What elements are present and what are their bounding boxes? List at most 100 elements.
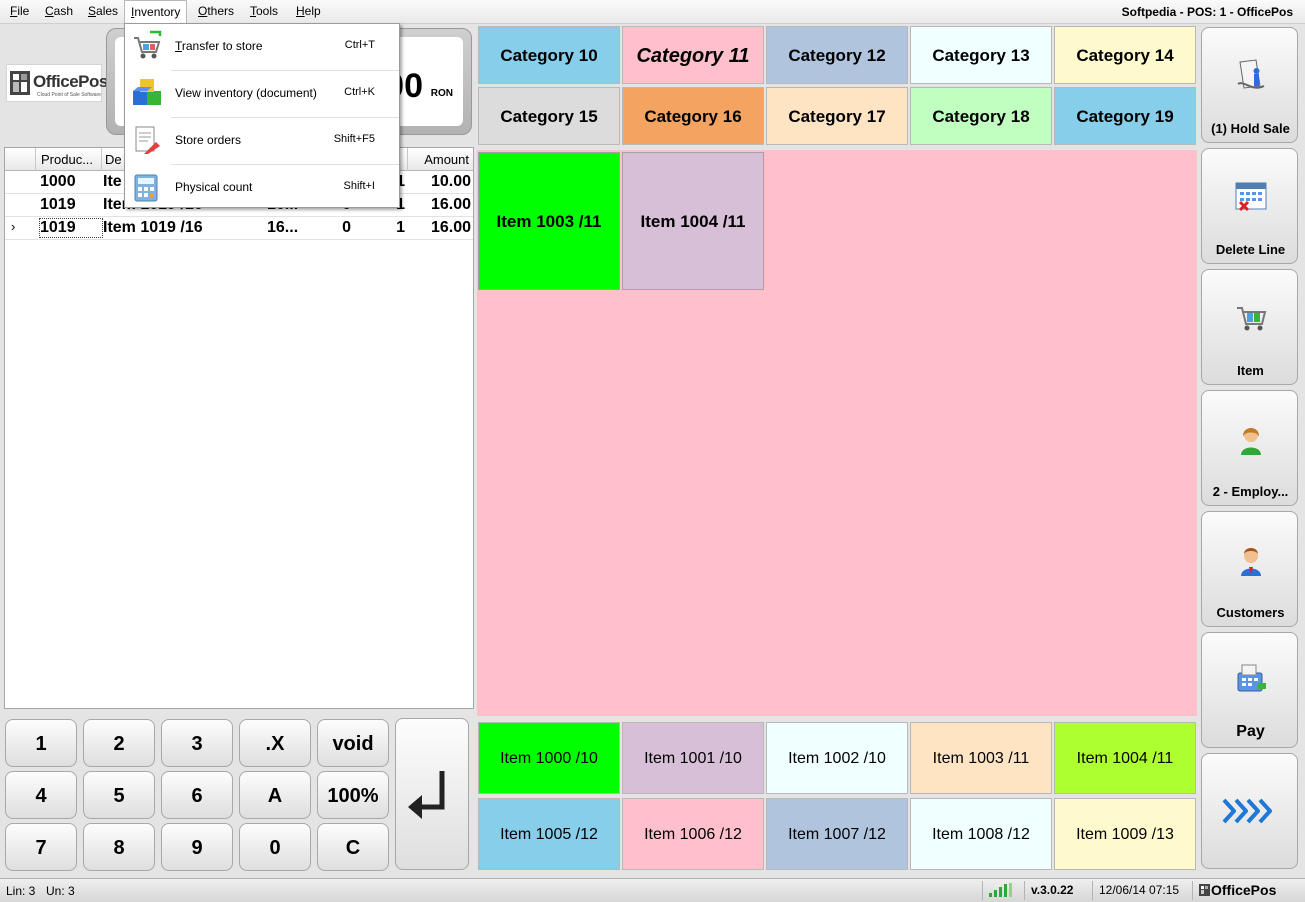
category-button[interactable]: Category 18 (910, 87, 1052, 145)
favorite-item-button[interactable]: Item 1005 /12 (478, 798, 620, 870)
menu-bar: File Cash Sales Inventory Others Tools H… (0, 0, 1305, 24)
menu-file-label: ile (17, 4, 30, 18)
key-9[interactable]: 9 (161, 823, 233, 871)
category-button[interactable]: Category 14 (1054, 26, 1196, 84)
officepos-logo: OfficePos Cloud Point of Sale Software (6, 64, 108, 102)
favorite-item-button[interactable]: Item 1004 /11 (1054, 722, 1196, 794)
status-version: v.3.0.22 (1024, 881, 1092, 900)
header-separator (35, 148, 36, 171)
menu-inventory-label: nventory (134, 5, 181, 19)
product-button[interactable]: Item 1004 /11 (622, 152, 764, 290)
menu-file[interactable]: File (10, 4, 29, 18)
category-button[interactable]: Category 19 (1054, 87, 1196, 145)
key-a[interactable]: A (239, 771, 311, 819)
menuitem-shortcut: Shift+I (343, 180, 376, 192)
key-7[interactable]: 7 (5, 823, 77, 871)
favorite-item-button[interactable]: Item 1000 /10 (478, 722, 620, 794)
header-separator (101, 148, 102, 171)
menu-others-mnemonic: O (198, 4, 208, 18)
status-datetime: 12/06/14 07:15 (1092, 881, 1192, 900)
delete-line-button[interactable]: Delete Line (1201, 148, 1298, 264)
category-button[interactable]: Category 13 (910, 26, 1052, 84)
menuitem-text: Physical count (175, 180, 253, 194)
status-signal (982, 881, 1024, 900)
favorite-item-button[interactable]: Item 1009 /13 (1054, 798, 1196, 870)
boxes-icon (133, 79, 161, 105)
menu-tools[interactable]: Tools (250, 4, 278, 18)
employee-button[interactable]: 2 - Employ... (1201, 390, 1298, 506)
header-amount[interactable]: Amount (424, 152, 469, 167)
key-0[interactable]: 0 (239, 823, 311, 871)
item-button[interactable]: Item (1201, 269, 1298, 385)
menuitem-transfer-to-store[interactable]: Transfer to store Ctrl+T (125, 24, 399, 70)
category-button-selected[interactable]: Category 11 (622, 26, 764, 84)
key-3[interactable]: 3 (161, 719, 233, 767)
calculator-icon (134, 174, 158, 202)
key-8[interactable]: 8 (83, 823, 155, 871)
category-button[interactable]: Category 15 (478, 87, 620, 145)
cell-description: Ite (103, 173, 122, 190)
favorite-item-button[interactable]: Item 1002 /10 (766, 722, 908, 794)
key-6[interactable]: 6 (161, 771, 233, 819)
cell-quantity: 1 (396, 219, 405, 236)
category-button[interactable]: Category 10 (478, 26, 620, 84)
favorite-item-button[interactable]: Item 1008 /12 (910, 798, 1052, 870)
more-actions-button[interactable] (1201, 753, 1298, 869)
menu-help[interactable]: Help (296, 4, 321, 18)
header-product[interactable]: Produc... (41, 152, 94, 167)
favorite-item-button[interactable]: Item 1001 /10 (622, 722, 764, 794)
status-unit-count: Un: 3 (46, 884, 75, 898)
key-5[interactable]: 5 (83, 771, 155, 819)
signal-strength-icon (989, 883, 1012, 897)
status-brand: OfficePos (1192, 881, 1305, 900)
key-multiply[interactable]: .X (239, 719, 311, 767)
category-button[interactable]: Category 16 (622, 87, 764, 145)
menuitem-physical-count[interactable]: Physical count Shift+I (125, 165, 399, 211)
menu-cash-mnemonic: C (45, 4, 54, 18)
table-row-current[interactable]: › 1019 Item 1019 /16 16... 0 1 16.00 (5, 217, 473, 240)
product-button[interactable]: Item 1003 /11 (478, 152, 620, 290)
menu-inventory[interactable]: Inventory (124, 0, 188, 24)
store-order-icon (135, 126, 160, 154)
menu-tools-mnemonic: T (250, 4, 256, 18)
header-description[interactable]: De (105, 152, 122, 167)
key-1[interactable]: 1 (5, 719, 77, 767)
item-label: Item (1237, 363, 1264, 378)
menu-sales[interactable]: Sales (88, 4, 118, 18)
hold-sale-button[interactable]: (1) Hold Sale (1201, 27, 1298, 143)
favorite-item-button[interactable]: Item 1007 /12 (766, 798, 908, 870)
cell-code: 1019 (40, 219, 76, 236)
brand-logo-icon (1199, 884, 1210, 896)
enter-button[interactable] (395, 718, 469, 870)
menu-others[interactable]: Others (198, 4, 234, 18)
products-panel: Item 1003 /11 Item 1004 /11 (477, 150, 1197, 716)
menuitem-view-inventory[interactable]: View inventory (document) Ctrl+K (125, 71, 399, 117)
favorite-item-button[interactable]: Item 1003 /11 (910, 722, 1052, 794)
menu-file-mnemonic: F (10, 4, 18, 18)
cell-quantity: 1 (396, 196, 405, 213)
status-line-count: Lin: 3 (6, 884, 36, 898)
favorite-item-button[interactable]: Item 1006 /12 (622, 798, 764, 870)
category-button[interactable]: Category 17 (766, 87, 908, 145)
inventory-dropdown-menu: Transfer to store Ctrl+T View inventory … (124, 23, 400, 208)
current-cell-focus (39, 218, 103, 238)
menu-cash[interactable]: Cash (45, 4, 73, 18)
enter-arrow-icon (408, 771, 445, 819)
key-4[interactable]: 4 (5, 771, 77, 819)
cell-discount: 0 (342, 219, 351, 236)
key-2[interactable]: 2 (83, 719, 155, 767)
header-separator (407, 148, 408, 171)
current-row-indicator-icon: › (11, 219, 16, 234)
pay-button[interactable]: Pay (1201, 632, 1298, 748)
key-100-percent[interactable]: 100% (317, 771, 389, 819)
key-clear[interactable]: C (317, 823, 389, 871)
key-void[interactable]: void (317, 719, 389, 767)
category-button[interactable]: Category 12 (766, 26, 908, 84)
menu-separator (171, 164, 399, 165)
more-arrows-icon (1222, 798, 1272, 824)
delete-line-label: Delete Line (1215, 242, 1286, 257)
cell-price: 16... (267, 219, 299, 236)
menuitem-store-orders[interactable]: Store orders Shift+F5 (125, 118, 399, 164)
sales-lines-grid[interactable]: Produc... De Amount 1000 Ite 1 10.00 101… (4, 147, 474, 709)
customers-button[interactable]: Customers (1201, 511, 1298, 627)
